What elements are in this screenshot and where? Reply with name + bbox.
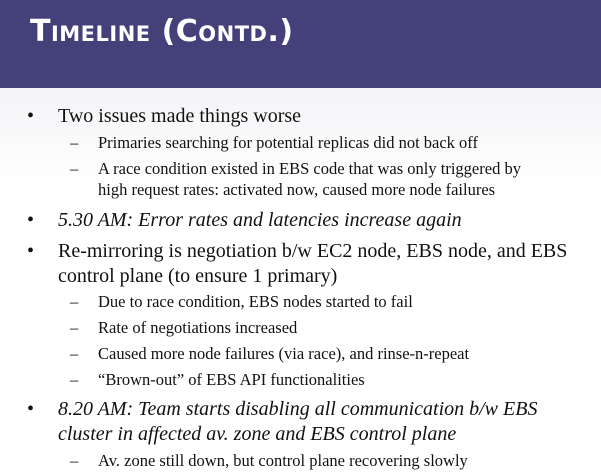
sub-bullet-race-condition-line2: high request rates: activated now, cause…: [98, 180, 496, 199]
sub-bullet-brown-out: “Brown-out” of EBS API functionalities: [98, 370, 365, 389]
bullet-marker: •: [27, 105, 35, 127]
bullet-820am-line1: 8.20 AM: Team starts disabling all commu…: [58, 398, 538, 420]
bullet-marker: •: [27, 240, 35, 262]
sub-bullet-rate-negotiations: Rate of negotiations increased: [98, 318, 298, 337]
dash-marker: –: [70, 344, 79, 363]
bullet-820am-line2: cluster in affected av. zone and EBS con…: [58, 423, 457, 445]
bullet-marker: •: [27, 398, 35, 420]
title-bar: Timeline (Contd.): [0, 0, 601, 88]
dash-marker: –: [70, 292, 79, 311]
sub-bullet-primaries: Primaries searching for potential replic…: [98, 133, 478, 152]
content-area: [0, 88, 601, 475]
dash-marker: –: [70, 133, 79, 152]
sub-bullet-ebs-nodes-fail: Due to race condition, EBS nodes started…: [98, 292, 413, 311]
sub-bullet-race-condition-line1: A race condition existed in EBS code tha…: [98, 159, 521, 178]
bullet-remirroring-line1: Re-mirroring is negotiation b/w EC2 node…: [58, 240, 568, 262]
bullet-marker: •: [27, 209, 35, 231]
dash-marker: –: [70, 159, 79, 178]
bullet-remirroring-line2: control plane (to ensure 1 primary): [58, 265, 338, 287]
dash-marker: –: [70, 318, 79, 337]
bullet-two-issues: Two issues made things worse: [58, 105, 302, 127]
bullet-530am: 5.30 AM: Error rates and latencies incre…: [58, 209, 462, 231]
dash-marker: –: [70, 451, 79, 470]
sub-bullet-more-failures: Caused more node failures (via race), an…: [98, 344, 470, 363]
dash-marker: –: [70, 370, 79, 389]
slide-title: Timeline (Contd.): [30, 14, 294, 49]
sub-bullet-av-zone-down: Av. zone still down, but control plane r…: [98, 451, 468, 470]
